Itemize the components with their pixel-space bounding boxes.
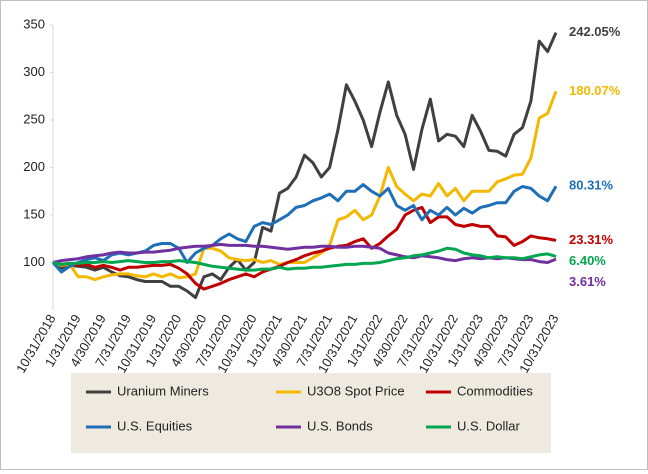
legend-label: Uranium Miners (117, 383, 209, 398)
legend-label: U.S. Dollar (457, 418, 521, 433)
end-label: 180.07% (569, 83, 621, 98)
y-tick-label: 150 (23, 206, 45, 221)
y-tick-label: 300 (23, 64, 45, 79)
legend-label: U3O8 Spot Price (307, 383, 405, 398)
y-tick-label: 200 (23, 159, 45, 174)
end-label: 242.05% (569, 24, 621, 39)
legend-label: U.S. Bonds (307, 418, 373, 433)
series-line (52, 31, 558, 300)
series-line (52, 246, 557, 272)
series-line (52, 242, 557, 264)
legend-label: U.S. Equities (117, 418, 193, 433)
legend-box (71, 373, 551, 453)
end-label: 80.31% (569, 178, 614, 193)
y-tick-label: 350 (23, 16, 45, 31)
end-label: 6.40% (569, 253, 606, 268)
series-line (52, 205, 557, 291)
series-line (52, 90, 558, 282)
y-tick-label: 250 (23, 111, 45, 126)
legend-label: Commodities (457, 383, 533, 398)
end-label: 23.31% (569, 232, 614, 247)
y-tick-label: 100 (23, 254, 45, 269)
end-label: 3.61% (569, 274, 606, 289)
